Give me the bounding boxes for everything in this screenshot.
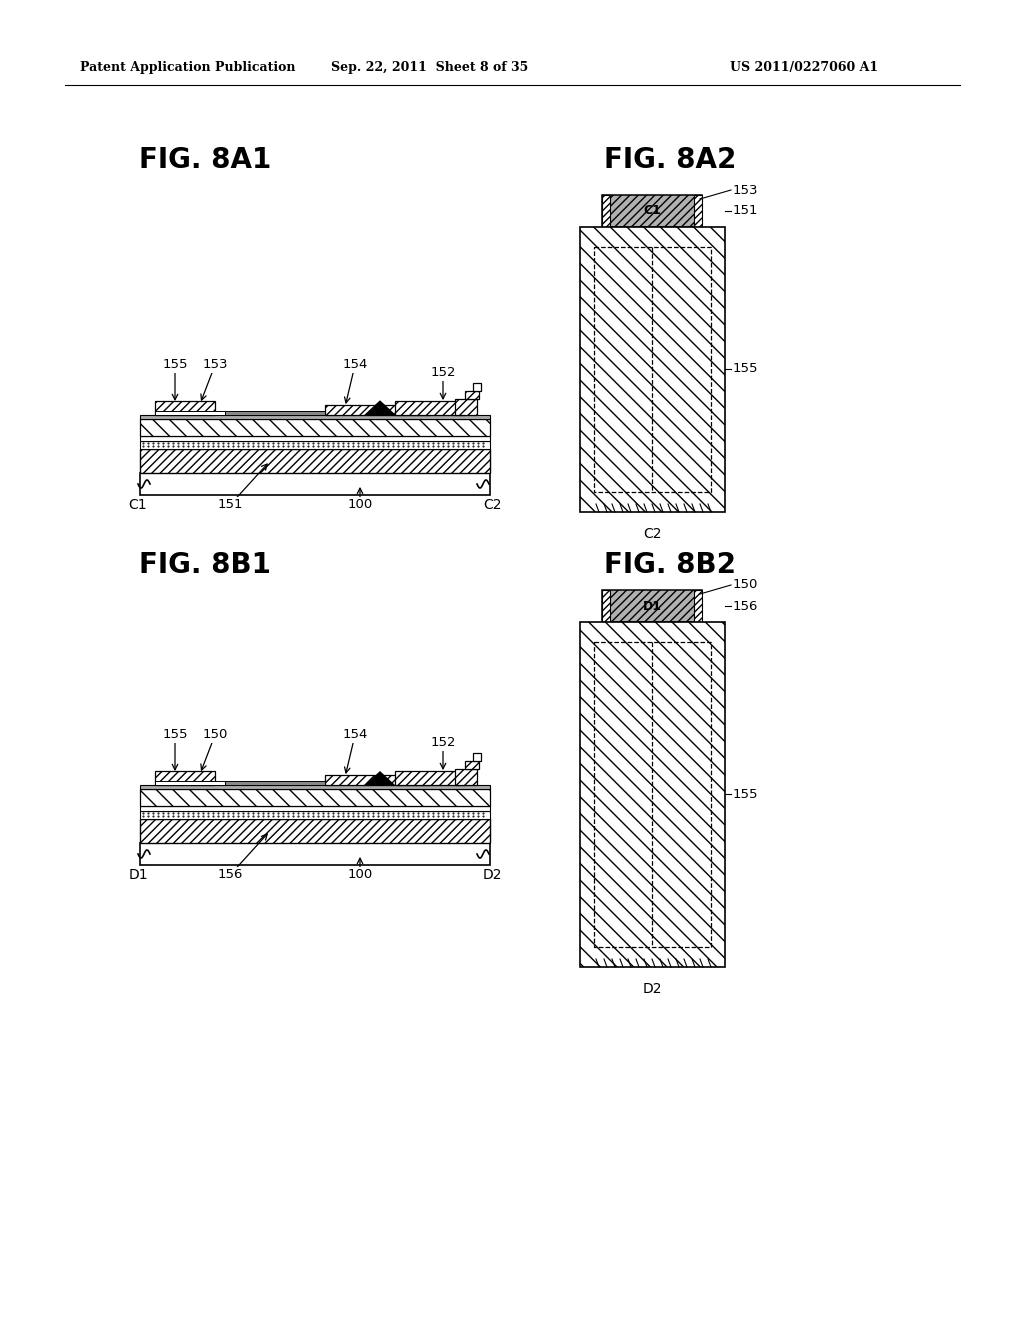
Text: C1: C1 xyxy=(643,205,660,218)
Bar xyxy=(602,590,702,622)
Bar xyxy=(473,383,481,391)
Bar xyxy=(594,247,711,492)
Text: D2: D2 xyxy=(642,982,662,997)
Bar xyxy=(140,807,490,810)
Bar xyxy=(580,622,725,968)
Text: 156: 156 xyxy=(217,869,243,882)
Text: 150: 150 xyxy=(203,729,227,742)
Text: 155: 155 xyxy=(162,729,187,742)
Bar xyxy=(455,399,477,414)
Bar xyxy=(602,195,610,227)
Text: 154: 154 xyxy=(342,359,368,371)
Text: 152: 152 xyxy=(430,367,456,380)
Bar xyxy=(140,810,490,818)
Bar xyxy=(594,642,711,946)
Text: C1: C1 xyxy=(129,498,147,512)
Bar xyxy=(694,590,702,622)
Bar xyxy=(602,195,702,227)
Bar xyxy=(140,785,490,789)
Text: 152: 152 xyxy=(430,737,456,750)
Bar xyxy=(140,418,490,436)
Text: 151: 151 xyxy=(733,205,759,218)
Bar xyxy=(325,405,430,414)
Text: 150: 150 xyxy=(733,578,759,591)
Text: C2: C2 xyxy=(643,527,662,541)
Bar xyxy=(455,770,477,785)
Polygon shape xyxy=(365,401,395,414)
Bar xyxy=(155,781,225,785)
Text: 100: 100 xyxy=(347,499,373,511)
Bar xyxy=(155,771,215,785)
Text: Patent Application Publication: Patent Application Publication xyxy=(80,61,296,74)
Bar xyxy=(225,781,325,785)
Bar xyxy=(225,411,325,414)
Text: D1: D1 xyxy=(128,869,147,882)
Text: 154: 154 xyxy=(342,729,368,742)
Bar xyxy=(395,401,465,414)
Bar xyxy=(140,449,490,473)
Bar xyxy=(140,414,490,418)
Text: FIG. 8A1: FIG. 8A1 xyxy=(139,147,271,174)
Text: 155: 155 xyxy=(733,788,759,800)
Text: FIG. 8B1: FIG. 8B1 xyxy=(139,550,271,579)
Bar xyxy=(140,818,490,843)
Bar xyxy=(465,391,479,399)
Text: D1: D1 xyxy=(642,599,662,612)
Bar xyxy=(473,752,481,762)
Text: Sep. 22, 2011  Sheet 8 of 35: Sep. 22, 2011 Sheet 8 of 35 xyxy=(332,61,528,74)
Text: 100: 100 xyxy=(347,869,373,882)
Polygon shape xyxy=(365,771,395,785)
Bar xyxy=(325,775,430,785)
Text: 153: 153 xyxy=(733,183,759,197)
Bar xyxy=(694,195,702,227)
Bar xyxy=(580,227,725,512)
Bar xyxy=(140,436,490,441)
Bar xyxy=(140,473,490,495)
Bar xyxy=(155,401,215,414)
Bar xyxy=(602,590,610,622)
Text: 151: 151 xyxy=(217,499,243,511)
Bar xyxy=(465,762,479,770)
Bar xyxy=(395,771,465,785)
Text: 153: 153 xyxy=(203,359,227,371)
Text: D2: D2 xyxy=(482,869,502,882)
Bar xyxy=(155,411,225,414)
Bar xyxy=(140,843,490,865)
Text: 155: 155 xyxy=(733,363,759,375)
Text: C2: C2 xyxy=(482,498,502,512)
Text: US 2011/0227060 A1: US 2011/0227060 A1 xyxy=(730,61,879,74)
Text: 155: 155 xyxy=(162,359,187,371)
Bar xyxy=(140,441,490,449)
Text: FIG. 8B2: FIG. 8B2 xyxy=(604,550,736,579)
Bar xyxy=(140,789,490,807)
Text: 156: 156 xyxy=(733,599,759,612)
Text: FIG. 8A2: FIG. 8A2 xyxy=(604,147,736,174)
